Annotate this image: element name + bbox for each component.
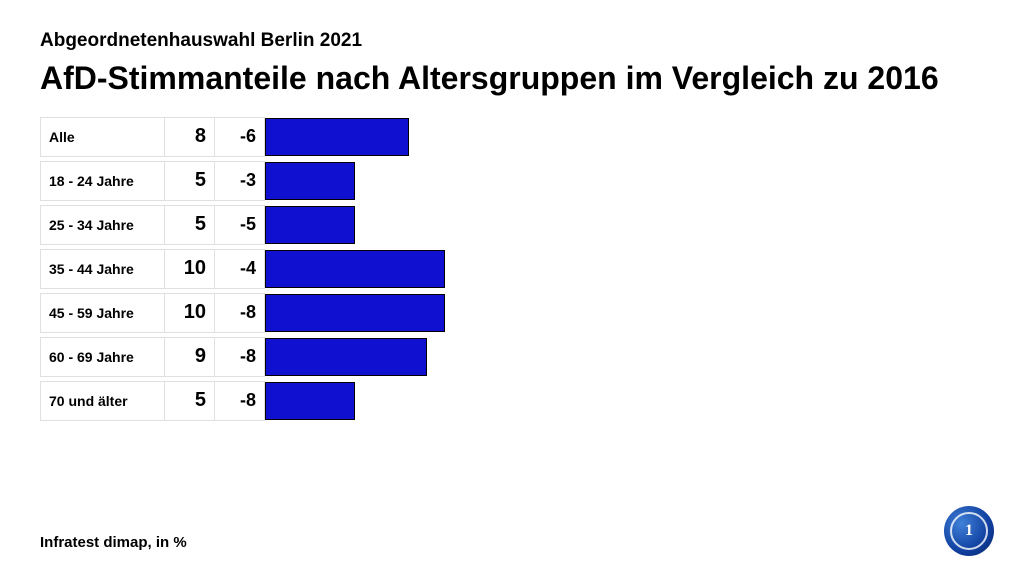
row-label: 70 und älter (40, 381, 165, 421)
row-delta: -5 (215, 205, 265, 245)
chart-container: Abgeordnetenhauswahl Berlin 2021 AfD-Sti… (0, 0, 1024, 441)
row-delta: -3 (215, 161, 265, 201)
chart-row: 35 - 44 Jahre10-4 (40, 249, 984, 289)
row-value: 8 (165, 117, 215, 157)
row-label: 18 - 24 Jahre (40, 161, 165, 201)
row-delta: -4 (215, 249, 265, 289)
chart-row: 70 und älter5-8 (40, 381, 984, 421)
row-delta: -8 (215, 381, 265, 421)
chart-row: 18 - 24 Jahre5-3 (40, 161, 984, 201)
row-label: 45 - 59 Jahre (40, 293, 165, 333)
row-label: 60 - 69 Jahre (40, 337, 165, 377)
row-value: 10 (165, 293, 215, 333)
bar-chart: Alle8-618 - 24 Jahre5-325 - 34 Jahre5-53… (40, 117, 984, 421)
bar-area (265, 249, 984, 289)
bar-area (265, 161, 984, 201)
broadcaster-logo: 1 (944, 506, 994, 556)
bar (265, 206, 355, 244)
chart-row: 45 - 59 Jahre10-8 (40, 293, 984, 333)
bar (265, 250, 445, 288)
row-value: 5 (165, 381, 215, 421)
chart-row: 25 - 34 Jahre5-5 (40, 205, 984, 245)
row-label: 25 - 34 Jahre (40, 205, 165, 245)
row-value: 5 (165, 161, 215, 201)
bar-area (265, 293, 984, 333)
row-value: 10 (165, 249, 215, 289)
chart-subtitle: Abgeordnetenhauswahl Berlin 2021 (40, 30, 984, 52)
row-delta: -6 (215, 117, 265, 157)
bar-area (265, 205, 984, 245)
bar (265, 338, 427, 376)
row-delta: -8 (215, 293, 265, 333)
row-label: 35 - 44 Jahre (40, 249, 165, 289)
chart-row: 60 - 69 Jahre9-8 (40, 337, 984, 377)
row-value: 5 (165, 205, 215, 245)
bar-area (265, 337, 984, 377)
logo-text: 1 (950, 512, 988, 550)
chart-row: Alle8-6 (40, 117, 984, 157)
bar-area (265, 381, 984, 421)
row-value: 9 (165, 337, 215, 377)
bar (265, 162, 355, 200)
row-label: Alle (40, 117, 165, 157)
bar (265, 294, 445, 332)
bar-area (265, 117, 984, 157)
source-caption: Infratest dimap, in % (40, 534, 187, 551)
chart-title: AfD-Stimmanteile nach Altersgruppen im V… (40, 60, 984, 97)
row-delta: -8 (215, 337, 265, 377)
bar (265, 382, 355, 420)
bar (265, 118, 409, 156)
